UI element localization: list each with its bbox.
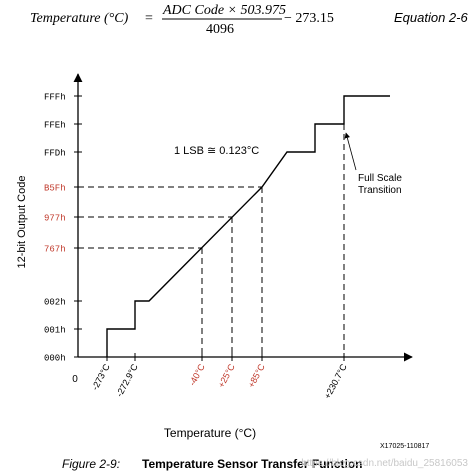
transfer-curve [106,95,390,357]
guide-lines [78,124,345,357]
equation: Temperature (°C) = ADC Code × 503.975 40… [30,3,468,37]
figure-id: X17025-110817 [380,443,429,450]
y-tick-label: 977h [44,214,66,224]
x-tick-label: +85°C [246,362,267,390]
full-scale-label-line1: Full Scale [358,173,402,184]
y-tick-label: 001h [44,326,66,336]
y-tick-label: 002h [44,298,66,308]
equation-lhs: Temperature (°C) [30,11,129,26]
full-scale-label-line2: Transition [358,185,402,196]
x-axis-title: Temperature (°C) [164,426,256,440]
equation-numerator: ADC Code × 503.975 [162,3,286,18]
caption-title: Temperature Sensor Transfer Function [142,457,363,471]
x-tick-label: -273°C [90,362,112,392]
equation-tail: − 273.15 [284,11,334,26]
equation-denominator: 4096 [206,22,234,37]
y-tick-label: FFDh [44,149,66,159]
transfer-function-chart: 000h 001h 002h 767h 977h B5Fh FFDh FFEh FFFh -27… [16,73,429,450]
x-tick-label: -272.9°C [114,362,140,399]
lsb-annotation: 1 LSB ≅ 0.123°C [174,145,259,157]
figure-caption: Figure 2-9: Temperature Sensor Transfer … [0,455,474,475]
y-tick-group: 000h 001h 002h 767h 977h B5Fh FFDh FFEh FFFh [44,93,82,364]
y-tick-label: B5Fh [44,184,66,194]
x-tick-label: -40°C [187,362,207,388]
y-tick-label: 767h [44,245,66,255]
full-scale-pointer [344,132,357,171]
equation-equals: = [145,11,153,26]
caption-number: Figure 2-9: [62,457,121,471]
x-tick-label: +25°C [216,362,237,390]
equation-label: Equation 2-6 [394,10,468,25]
x-tick-label: +230.7°C [322,362,349,401]
y-tick-label: FFFh [44,93,66,103]
x-tick-group: -273°C -272.9°C -40°C +25°C +85°C +230.7°C [90,353,349,400]
origin-label: 0 [72,374,78,385]
y-axis-title: 12-bit Output Code [16,176,28,269]
watermark: https://blog.csdn.net/baidu_25816053 [301,458,468,469]
y-tick-label: 000h [44,354,66,364]
y-tick-label: FFEh [44,121,66,131]
